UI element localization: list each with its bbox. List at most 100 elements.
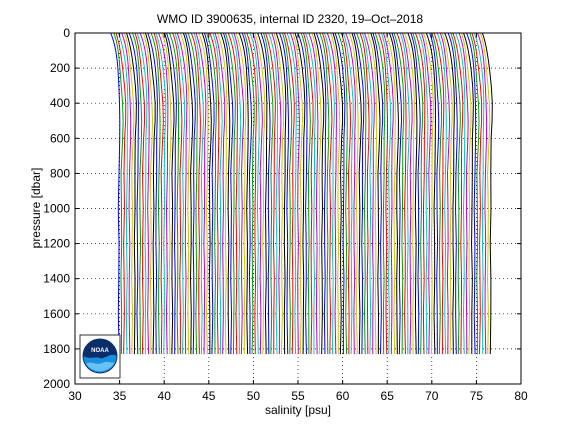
y-tick-label: 2000 [43,377,70,391]
profile-line [235,33,247,355]
profile-line [422,33,434,355]
profile-line [342,33,354,355]
profile-line [222,33,234,355]
profile-line [113,33,124,355]
profile-line [345,33,356,355]
profile-line [271,33,282,355]
profile-line [249,33,260,355]
profile-line [321,33,333,355]
profile-line [332,33,344,355]
profile-line [340,33,352,355]
profile-line [444,33,455,355]
profile-line [334,33,346,355]
y-tick-label: 400 [50,96,70,110]
profile-line [359,33,370,355]
profile-line [132,33,143,355]
profile-line [452,33,464,355]
profile-line [425,33,436,355]
y-tick-label: 1000 [43,202,70,216]
profile-line [142,33,154,355]
profile-line [436,33,447,355]
x-tick-label: 55 [291,389,305,403]
profile-line [281,33,293,355]
profile-line [361,33,373,355]
profile-line [396,33,407,355]
profile-line [179,33,190,355]
profile-line [401,33,413,355]
profile-line [380,33,392,355]
x-tick-label: 30 [68,389,82,403]
profile-line [139,33,150,355]
noaa-logo: NOAA [79,334,121,379]
profile-line [326,33,337,355]
profile-line [441,33,453,355]
profile-line [260,33,271,355]
profile-line [414,33,426,355]
profile-line [377,33,389,355]
profile-line [364,33,375,355]
profile-line [168,33,180,355]
profile-line [455,33,466,355]
profile-line [216,33,228,355]
profile-line [410,33,421,355]
profile-line [193,33,204,355]
x-axis-label: salinity [psu] [265,403,331,417]
profile-line [209,33,220,355]
x-tick-label: 45 [202,389,216,403]
svg-text:NOAA: NOAA [91,348,109,354]
y-tick-label: 1600 [43,307,70,321]
profile-line [128,33,139,355]
profile-line [110,33,121,355]
profile-line [370,33,381,355]
profile-line [241,33,253,355]
profile-line [125,33,137,355]
profile-line [356,33,367,355]
profile-line [198,33,209,355]
profile-line [231,33,242,355]
x-tick-label: 70 [425,389,439,403]
x-tick-label: 75 [470,389,484,403]
profile-line [382,33,394,355]
profile-line [289,33,300,355]
x-tick-label: 50 [247,389,261,403]
profile-line [262,33,274,355]
profile-line [319,33,330,355]
profile-line [391,33,403,355]
profile-line [273,33,285,355]
profile-line [238,33,249,355]
profile-line [254,33,266,355]
profile-line [367,33,378,355]
profile-line [330,33,341,355]
profile-line [481,33,493,355]
profile-line [412,33,424,355]
profile-line [418,33,429,355]
profile-line [190,33,201,355]
profile-line [439,33,451,355]
profile-line [161,33,172,355]
profile-line [268,33,279,355]
profile-line [275,33,287,355]
profile-line [144,33,156,355]
profile-line [294,33,306,355]
profile-line [450,33,461,355]
profile-line [233,33,245,355]
profile-line [184,33,196,355]
profile-line [206,33,217,355]
profile-line [172,33,183,355]
profile-line [473,33,485,355]
profile-line [153,33,164,355]
profile-line [447,33,458,355]
profile-line [163,33,175,355]
profile-line [353,33,365,355]
profile-line [283,33,295,355]
profile-line [458,33,469,355]
profile-line [121,33,132,355]
y-tick-label: 800 [50,166,70,180]
profile-line [302,33,314,355]
profile-line [337,33,348,355]
profile-line [187,33,198,355]
profile-line [469,33,480,355]
profile-lines [110,33,493,355]
profile-line [315,33,327,355]
